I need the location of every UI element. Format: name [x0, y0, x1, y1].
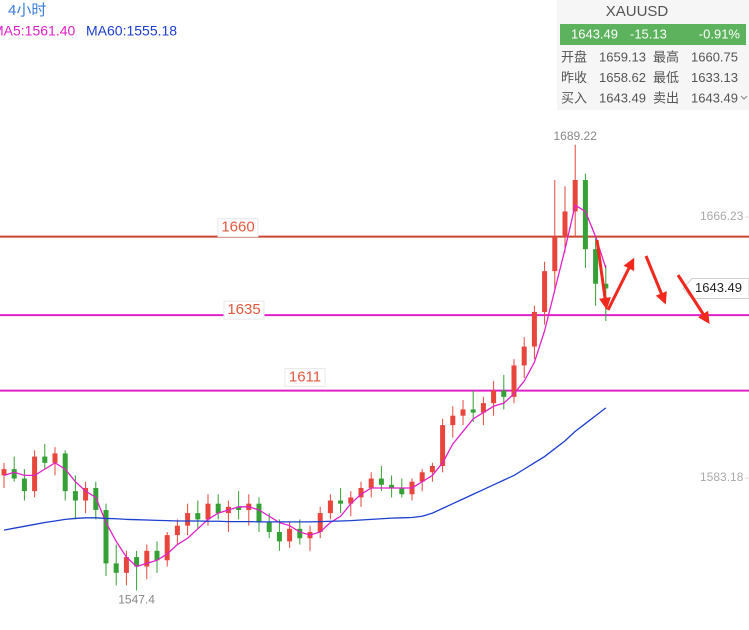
quote-label: 最高	[653, 49, 679, 64]
y-tick-label: 1666.23	[700, 209, 744, 223]
candle-body	[32, 456, 38, 492]
quote-label: 买入	[561, 90, 587, 105]
candle-body	[185, 513, 191, 526]
candle-body	[195, 513, 201, 520]
plot-area: 1666.23 1583.18 1660 1635 1611 1689.22 1547.4 1…	[0, 129, 749, 607]
candle-body	[511, 365, 517, 397]
candle-body	[113, 563, 119, 573]
candle-body	[21, 478, 27, 492]
quote-value: 1643.49	[599, 90, 646, 105]
candle-body	[491, 390, 497, 404]
change: -15.13	[630, 26, 667, 41]
candle-body	[368, 478, 374, 488]
candle-body	[521, 346, 527, 366]
candle-body	[582, 180, 588, 250]
indicator-label: MA60:1555.18	[86, 23, 177, 39]
candle-body	[593, 249, 599, 284]
level-label: 1660	[221, 219, 254, 236]
arrow	[606, 257, 635, 311]
candle-body	[440, 425, 446, 466]
candle-body	[338, 500, 344, 504]
quote-panel: XAUUSD 1643.49 -15.13 -0.91%	[557, 0, 749, 110]
candle-body	[83, 487, 89, 501]
level-label-box	[284, 368, 326, 388]
candle-body	[348, 497, 354, 504]
level-label-box	[217, 218, 259, 238]
candle-body	[154, 550, 160, 561]
trend-arrows	[595, 239, 710, 325]
candle-body	[327, 500, 333, 514]
candle-body	[297, 528, 303, 539]
level-label: 1611	[289, 369, 321, 386]
indicator-label: MA5:1561.40	[0, 23, 75, 39]
candle-body	[164, 535, 170, 561]
candle-body	[42, 456, 48, 463]
candle-body	[542, 271, 548, 313]
quote-rows: 开盘 1659.13 最高 1660.75 昨收 1658.62 最低 1633.13 买入 16…	[561, 49, 738, 105]
timeframe[interactable]: 4小时	[8, 2, 46, 19]
change-pct: -0.91%	[699, 26, 741, 41]
price-bar	[560, 24, 746, 45]
quote-value: 1633.13	[691, 70, 738, 85]
quote-label: 昨收	[561, 70, 587, 85]
arrow	[644, 255, 667, 305]
candle-body	[358, 487, 364, 498]
arrow	[595, 239, 611, 310]
last-price-label: 1643.49	[695, 280, 742, 295]
candle-body	[603, 283, 609, 289]
candle-body	[174, 525, 180, 536]
panel-bg	[557, 0, 749, 110]
candle-body	[205, 503, 211, 520]
candle-body	[215, 503, 221, 514]
candle-body	[460, 409, 466, 416]
candle-body	[276, 531, 282, 542]
price: 1643.49	[571, 26, 618, 41]
candle-body	[266, 522, 272, 532]
candle-body	[562, 211, 568, 237]
candle-body	[450, 415, 456, 426]
low-label: 1547.4	[118, 593, 155, 607]
candle-body	[378, 478, 384, 485]
candle-body	[501, 390, 507, 397]
arrow	[676, 274, 710, 325]
candle-body	[1, 469, 7, 476]
high-label: 1689.22	[554, 129, 598, 143]
quote-value: 1659.13	[599, 49, 646, 64]
candle-body	[72, 491, 78, 501]
dropdown-icon[interactable]	[740, 95, 748, 100]
quote-label: 卖出	[653, 90, 679, 105]
symbol: XAUUSD	[606, 3, 669, 20]
candle-body	[134, 557, 140, 567]
candle-body	[144, 550, 150, 567]
candle-body	[552, 236, 558, 272]
candle-body	[572, 180, 578, 212]
quote-value: 1658.62	[599, 70, 646, 85]
candle-body	[399, 487, 405, 495]
candle-body	[429, 465, 435, 473]
candle-body	[317, 513, 323, 532]
quote-label: 最低	[653, 70, 679, 85]
quote-value: 1660.75	[691, 49, 738, 64]
candle-body	[103, 509, 109, 564]
candle-body	[52, 453, 58, 463]
candle-body	[480, 403, 486, 413]
candle-body	[123, 557, 129, 573]
candle-body	[389, 484, 395, 488]
candle-body	[236, 506, 242, 510]
candle-body	[11, 469, 17, 479]
level-label-box	[223, 300, 265, 320]
candle-body	[531, 312, 537, 347]
candle-body	[470, 409, 476, 413]
candle-body	[62, 453, 68, 492]
y-tick-label: 1583.18	[700, 470, 744, 484]
ma-line	[3, 407, 607, 531]
quote-value: 1643.49	[691, 90, 738, 105]
candle-body	[419, 472, 425, 482]
quote-label: 开盘	[561, 49, 587, 64]
candle-body	[287, 528, 293, 542]
level-label: 1635	[227, 301, 260, 318]
candle-body	[256, 503, 262, 523]
